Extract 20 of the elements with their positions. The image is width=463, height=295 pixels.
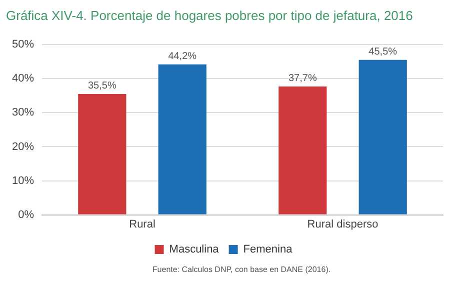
x-tick-label: Rural disperso: [307, 218, 378, 230]
data-label: 35,5%: [88, 80, 116, 92]
bar: [78, 94, 126, 214]
y-tick-label: 40%: [12, 72, 34, 85]
y-tick-label: 10%: [12, 174, 34, 187]
y-tick-label: 0%: [18, 208, 34, 221]
y-tick-label: 20%: [12, 140, 34, 153]
y-tick-label: 30%: [12, 106, 34, 119]
bar: [158, 64, 206, 214]
x-tick-label: Rural: [129, 218, 156, 230]
data-label: 37,7%: [288, 73, 317, 84]
data-label: 45,5%: [368, 46, 398, 58]
bar: [358, 60, 407, 214]
bar: [278, 86, 327, 214]
legend-label: Femenina: [243, 244, 294, 256]
source-note: Fuente: Calculos DNP, con base en DANE (2016).: [151, 265, 332, 274]
chart-title: Gráfica XIV-4. Porcentaje de hogares pobres por tipo de jefatura, 2016: [5, 7, 414, 25]
data-label: 44,2%: [168, 51, 197, 62]
legend-label: Masculina: [169, 244, 220, 256]
y-tick-label: 50%: [12, 38, 34, 51]
